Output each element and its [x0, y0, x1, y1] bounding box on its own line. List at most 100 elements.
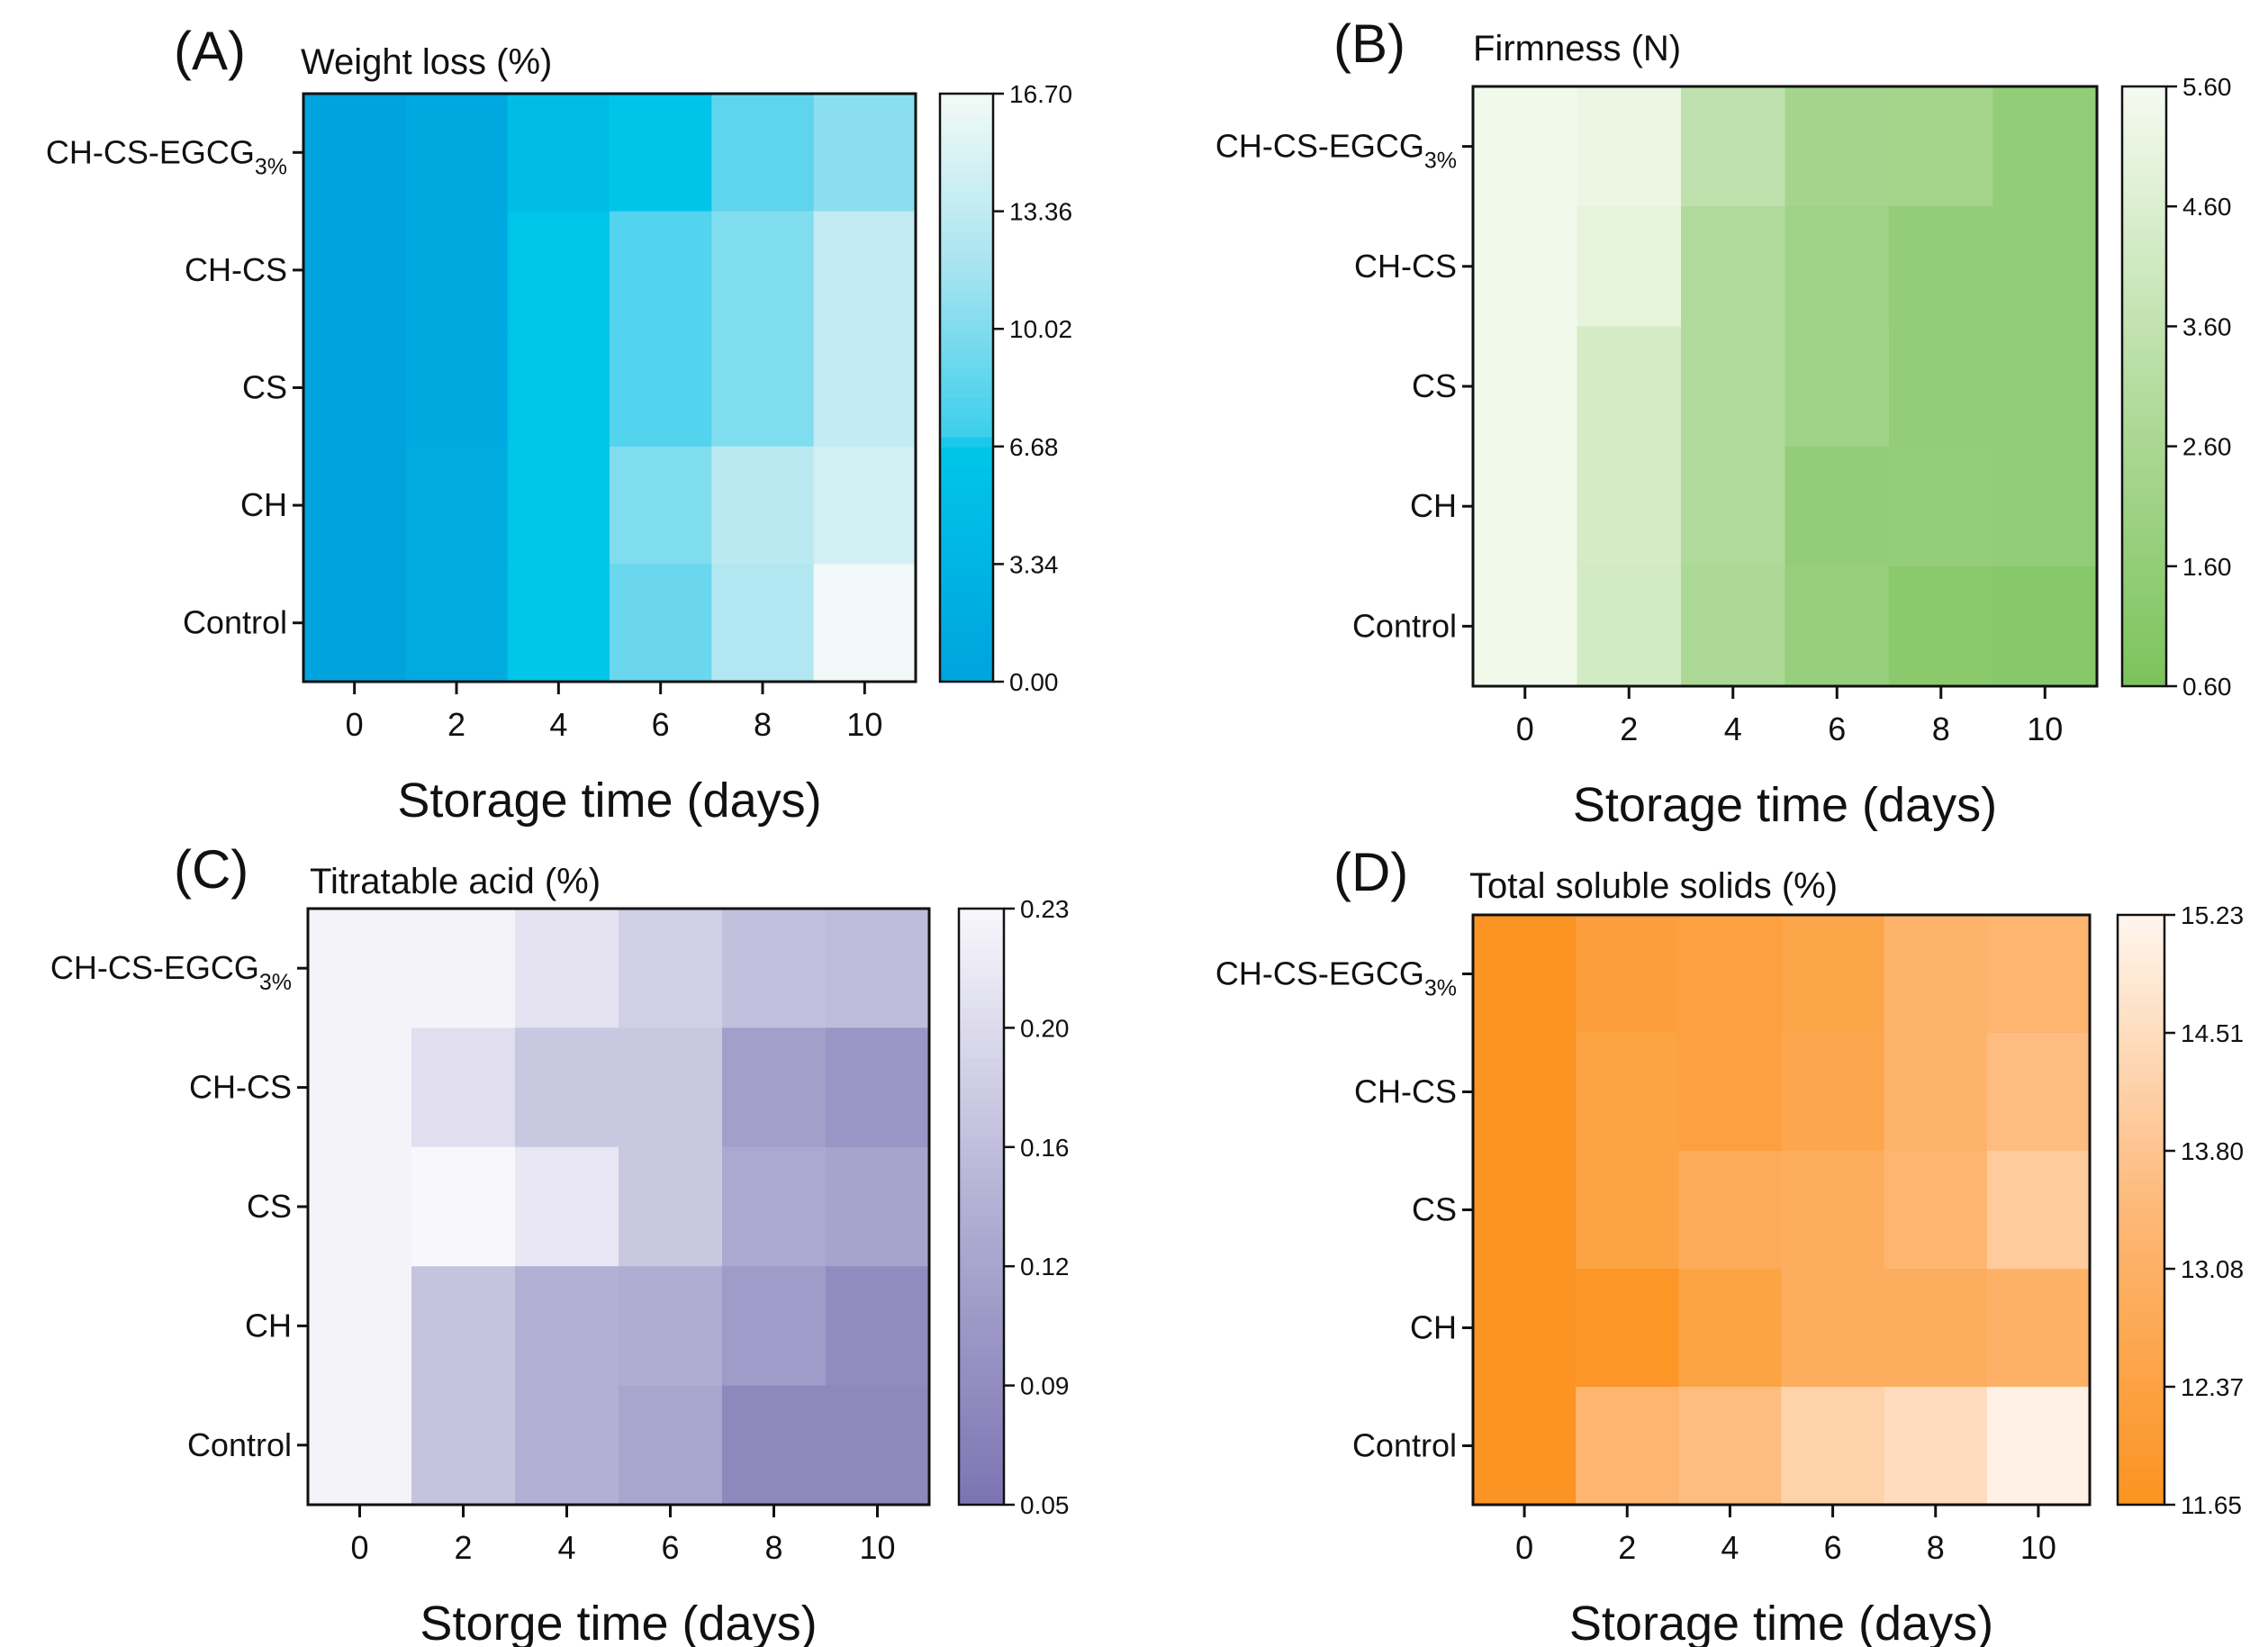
colorbar-segment [959, 1217, 1004, 1227]
colorbar-segment [2122, 596, 2166, 607]
colorbar-segment [2118, 1131, 2164, 1142]
colorbar-segment [940, 436, 993, 448]
colorbar-segment [2122, 236, 2166, 248]
colorbar-segment [940, 417, 993, 428]
colorbar-segment [2118, 983, 2164, 995]
colorbar-segment [940, 113, 993, 124]
colorbar-segment [959, 1434, 1004, 1446]
heatmap-cell [515, 1266, 619, 1387]
colorbar-segment [2118, 1052, 2164, 1063]
row-label: CS [247, 1188, 292, 1225]
colorbar-tick-label: 5.60 [2182, 73, 2232, 101]
heatmap-cell [303, 329, 406, 448]
colorbar-tick-label: 13.08 [2181, 1255, 2244, 1283]
colorbar-segment [940, 152, 993, 163]
colorbar-segment [940, 602, 993, 614]
heatmap-cell [711, 446, 815, 565]
heatmap-cell [1889, 446, 1994, 567]
colorbar-tick-label: 16.70 [1009, 80, 1072, 108]
x-axis-label: Storage time (days) [397, 774, 821, 828]
heatmap-cell [303, 94, 406, 213]
x-tick-label: 10 [2027, 710, 2063, 747]
colorbar-segment [2118, 1308, 2164, 1319]
colorbar-segment [959, 1207, 1004, 1217]
panel-title: Total soluble solids (%) [1469, 866, 1838, 906]
heatmap-cell [1785, 86, 1890, 207]
colorbar-segment [940, 534, 993, 546]
colorbar-segment [2118, 1219, 2164, 1231]
y-tick-label: CH-CS [185, 251, 287, 288]
heatmap-cell [405, 329, 509, 448]
x-axis-label: Storage time (days) [1573, 778, 1997, 832]
colorbar-tick-label: 3.60 [2182, 312, 2232, 340]
colorbar-segment [2122, 186, 2166, 197]
row-label: Control [187, 1426, 292, 1463]
colorbar-segment [2118, 1465, 2164, 1477]
heatmap-cell [1473, 566, 1578, 687]
heatmap-cell [1986, 1269, 2091, 1388]
heatmap-panel-d: (D) Total soluble solids (%)CH-CS-EGCG3%C… [1215, 842, 2244, 1647]
heatmap-cell [711, 94, 815, 213]
colorbar-segment [940, 172, 993, 183]
colorbar-segment [2122, 126, 2166, 138]
y-tick-label: Control [1352, 1427, 1457, 1464]
colorbar-segment [2118, 1357, 2164, 1368]
heatmap-cell [711, 329, 815, 448]
colorbar-segment [2118, 915, 2164, 926]
colorbar-segment [940, 377, 993, 389]
colorbar-tick-label: 0.23 [1020, 895, 1070, 923]
row-label: CH [1410, 1309, 1457, 1346]
colorbar-segment [2118, 1269, 2164, 1280]
colorbar-segment [959, 1385, 1004, 1397]
colorbar-segment [959, 938, 1004, 949]
colorbar-tick-label: 0.60 [2182, 673, 2232, 701]
heatmap-cell [619, 1146, 723, 1267]
heatmap-cell [1781, 1387, 1885, 1506]
colorbar-segment [2118, 1111, 2164, 1123]
colorbar-segment [2118, 944, 2164, 955]
colorbar-segment [940, 407, 993, 418]
colorbar-segment [2118, 1485, 2164, 1496]
row-label: CS [1412, 367, 1457, 404]
x-tick-label: 0 [1515, 1529, 1533, 1566]
heatmap-cell [303, 211, 406, 330]
y-tick-label: CH-CS-EGCG3% [46, 133, 287, 179]
colorbar-segment [2122, 276, 2166, 287]
panel-title: Titratable acid (%) [310, 862, 601, 901]
heatmap-cell [1889, 566, 1994, 687]
heatmap-cell [1576, 1269, 1679, 1388]
heatmap-cell [1577, 566, 1682, 687]
heatmap-cell [411, 1385, 516, 1506]
colorbar-segment [2118, 1288, 2164, 1299]
colorbar-segment [940, 584, 993, 594]
row-label: CS [242, 369, 287, 406]
colorbar-segment [959, 1127, 1004, 1138]
heatmap-cell [1785, 566, 1890, 687]
colorbar-segment [940, 387, 993, 399]
colorbar-segment [2118, 1416, 2164, 1427]
heatmap-cell [1678, 1151, 1783, 1270]
colorbar-segment [2122, 646, 2166, 657]
colorbar-segment [940, 593, 993, 604]
x-axis-label: Storage time (days) [1569, 1597, 1993, 1647]
colorbar-segment [2122, 456, 2166, 467]
colorbar-segment [940, 319, 993, 330]
y-tick-label: CH [1410, 487, 1457, 524]
colorbar-segment [2122, 636, 2166, 647]
row-label: CH-CS [189, 1069, 292, 1106]
heatmap-cell [722, 1385, 827, 1506]
row-label: CH-CS-EGCG [50, 949, 259, 986]
colorbar-segment [959, 1018, 1004, 1029]
heatmap-cell [1473, 1151, 1577, 1270]
colorbar-segment [940, 475, 993, 487]
colorbar-segment [2122, 96, 2166, 107]
colorbar-segment [2122, 426, 2166, 438]
colorbar-segment [2118, 1249, 2164, 1260]
colorbar-segment [2122, 106, 2166, 118]
colorbar-segment [959, 1425, 1004, 1436]
colorbar-segment [2122, 196, 2166, 207]
y-tick-label: CH-CS-EGCG3% [1215, 128, 1457, 174]
heatmap-cell [1577, 206, 1682, 327]
x-tick-label: 6 [661, 1529, 679, 1566]
colorbar-segment [2118, 964, 2164, 975]
